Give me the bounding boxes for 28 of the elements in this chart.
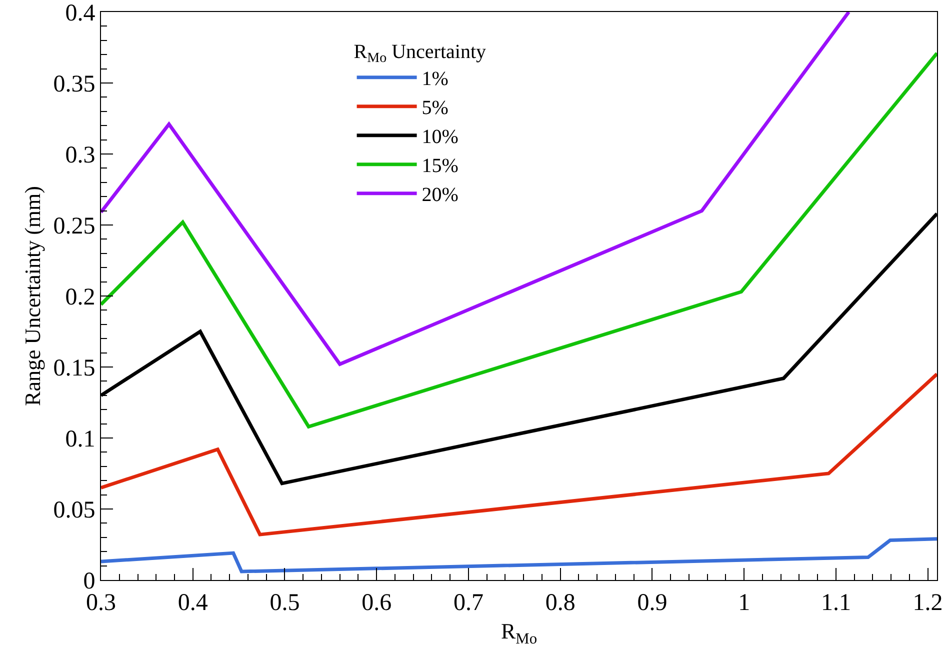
y-tick-label: 0.2 (65, 284, 96, 310)
legend-label: 10% (422, 126, 458, 148)
legend-title: R$_{Mo}$ Uncertainty (354, 40, 486, 66)
x-tick-label: 1 (738, 590, 750, 616)
legend-label: 5% (422, 97, 448, 120)
x-tick-label: 0.5 (270, 590, 300, 616)
legend-label: 1% (422, 68, 448, 90)
line-series (101, 372, 937, 536)
x-tick-label: 0.4 (178, 590, 208, 616)
x-tick-label: 0.7 (453, 590, 484, 616)
y-tick-label: 0.35 (53, 71, 96, 98)
x-tick-label: 1.1 (820, 590, 851, 616)
line-series (101, 12, 851, 366)
x-axis-title: R$_{Mo}$ (500, 618, 538, 648)
line-series (101, 537, 937, 574)
y-tick-label: 0.1 (65, 426, 96, 452)
y-axis-title: Range Uncertainty (mm) (20, 186, 45, 406)
y-tick-label: 0.3 (65, 142, 96, 168)
legend-label: 20% (422, 184, 458, 206)
y-tick-label: 0.05 (53, 497, 96, 524)
x-tick-label: 1.2 (912, 590, 943, 616)
y-tick-label: 0.15 (53, 355, 96, 382)
y-tick-label: 0.4 (65, 0, 96, 26)
legend-label: 15% (422, 155, 458, 178)
x-tick-label: 0.9 (637, 590, 668, 616)
x-tick-label: 0.6 (362, 590, 392, 616)
x-tick-label: 0.8 (545, 590, 576, 616)
y-tick-label: 0.25 (53, 213, 96, 240)
